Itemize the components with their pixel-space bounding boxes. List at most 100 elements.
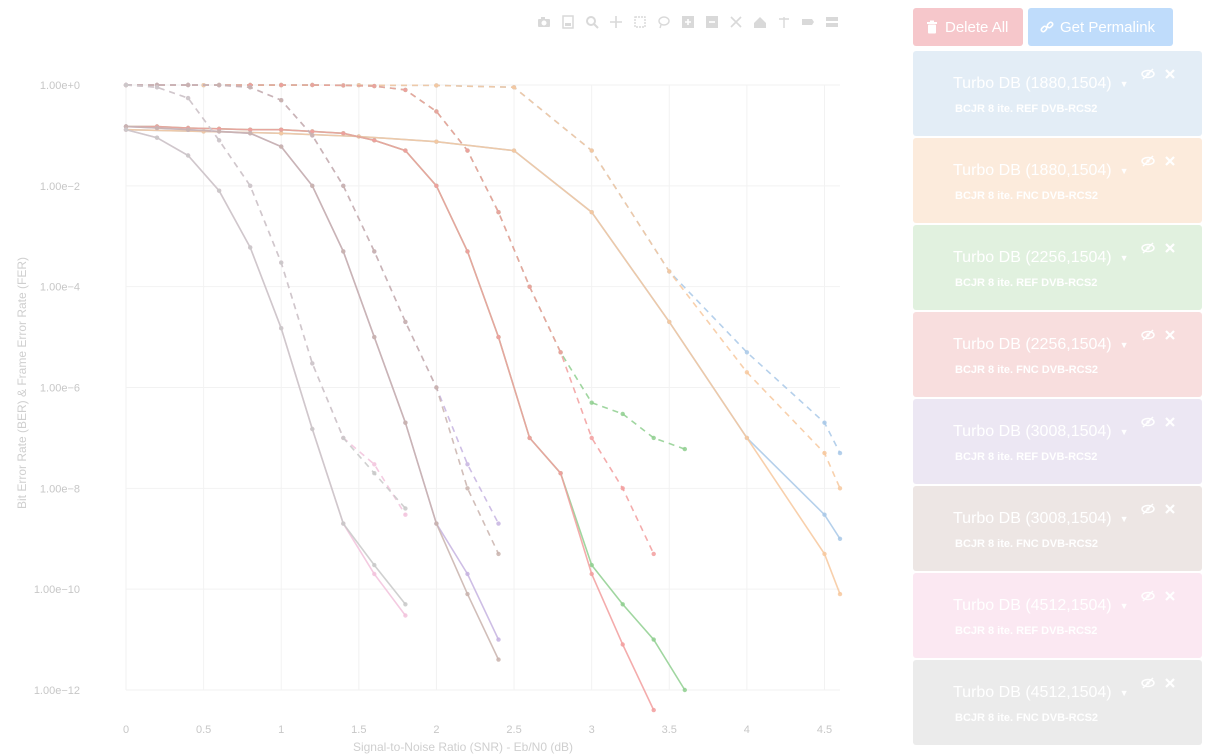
box-select-button[interactable] [632, 14, 648, 30]
ber-data-point[interactable] [310, 129, 315, 134]
ber-data-point[interactable] [527, 435, 532, 441]
fer-data-point[interactable] [837, 450, 843, 456]
ber-data-point[interactable] [403, 420, 408, 425]
fer-data-point[interactable] [372, 249, 377, 254]
get-permalink-button[interactable]: Get Permalink [1028, 8, 1173, 46]
fer-data-point[interactable] [434, 109, 439, 114]
fer-data-point[interactable] [682, 446, 687, 452]
legend-card-title-row[interactable]: Turbo DB (1880,1504) ▼ [953, 162, 1129, 180]
ber-data-point[interactable] [558, 471, 563, 476]
fer-data-point[interactable] [279, 98, 284, 103]
fer-data-point[interactable] [185, 82, 191, 88]
fer-data-point[interactable] [837, 486, 843, 491]
fer-data-point[interactable] [372, 471, 377, 476]
fer-data-point[interactable] [496, 521, 501, 526]
fer-data-point[interactable] [589, 435, 594, 441]
close-icon[interactable] [1163, 67, 1177, 81]
ber-data-point[interactable] [372, 334, 377, 340]
ber-data-point[interactable] [403, 602, 408, 607]
fer-data-point[interactable] [310, 133, 315, 138]
ber-data-point[interactable] [589, 210, 594, 215]
ber-data-point[interactable] [154, 135, 160, 140]
ber-data-point[interactable] [248, 245, 253, 250]
ber-series-line[interactable] [125, 128, 841, 595]
ber-data-point[interactable] [465, 571, 470, 577]
ber-data-point[interactable] [589, 562, 594, 568]
caret-down-icon[interactable]: ▼ [1119, 166, 1129, 176]
save-button[interactable] [560, 14, 576, 30]
series-layer[interactable] [123, 82, 843, 713]
pan-button[interactable] [608, 14, 624, 30]
fer-data-point[interactable] [496, 210, 501, 215]
ber-data-point[interactable] [216, 129, 222, 134]
ber-data-point[interactable] [403, 613, 408, 618]
ber-data-point[interactable] [310, 426, 315, 432]
fer-data-point[interactable] [589, 400, 594, 405]
close-icon[interactable] [1163, 154, 1177, 168]
fer-data-point[interactable] [248, 85, 253, 90]
fer-series-line[interactable] [125, 84, 407, 516]
fer-data-point[interactable] [310, 361, 315, 366]
ber-data-point[interactable] [496, 657, 501, 662]
ber-data-point[interactable] [310, 183, 315, 188]
hover-compare-button[interactable] [824, 14, 840, 30]
zoom-in-button[interactable] [680, 14, 696, 30]
zoom-button[interactable] [584, 14, 600, 30]
close-icon[interactable] [1163, 502, 1177, 516]
camera-button[interactable] [536, 14, 552, 30]
hide-eye-icon[interactable] [1141, 67, 1155, 81]
fer-data-point[interactable] [123, 82, 129, 88]
ber-data-point[interactable] [511, 148, 517, 153]
ber-data-point[interactable] [216, 188, 222, 193]
ber-data-point[interactable] [620, 642, 625, 647]
fer-data-point[interactable] [434, 385, 439, 390]
ber-data-point[interactable] [434, 521, 439, 526]
close-icon[interactable] [1163, 415, 1177, 429]
ber-series-line[interactable] [125, 125, 500, 660]
reset-axes-button[interactable] [752, 14, 768, 30]
fer-data-point[interactable] [620, 411, 625, 417]
legend-card-title-row[interactable]: Turbo DB (2256,1504) ▼ [953, 336, 1129, 354]
fer-data-point[interactable] [744, 370, 750, 375]
hide-eye-icon[interactable] [1141, 154, 1155, 168]
fer-data-point[interactable] [527, 284, 532, 289]
hide-eye-icon[interactable] [1141, 241, 1155, 255]
caret-down-icon[interactable]: ▼ [1119, 253, 1129, 263]
fer-data-point[interactable] [279, 82, 284, 88]
hover-closest-button[interactable] [800, 14, 816, 30]
ber-data-point[interactable] [403, 148, 408, 153]
caret-down-icon[interactable]: ▼ [1119, 427, 1129, 437]
legend-card-title-row[interactable]: Turbo DB (1880,1504) ▼ [953, 75, 1129, 93]
ber-series-line[interactable] [125, 125, 500, 640]
delete-all-button[interactable]: Delete All [913, 8, 1023, 46]
fer-series-line[interactable] [126, 84, 500, 555]
close-icon[interactable] [1163, 676, 1177, 690]
legend-card[interactable]: Turbo DB (4512,1504) ▼ BCJR 8 ite. REF D… [913, 573, 1202, 658]
caret-down-icon[interactable]: ▼ [1119, 79, 1129, 89]
ber-data-point[interactable] [465, 249, 470, 254]
legend-card[interactable]: Turbo DB (3008,1504) ▼ BCJR 8 ite. FNC D… [913, 486, 1202, 571]
fer-data-point[interactable] [403, 319, 408, 325]
ber-data-point[interactable] [822, 551, 827, 557]
caret-down-icon[interactable]: ▼ [1119, 340, 1129, 350]
ber-data-point[interactable] [185, 127, 191, 132]
hide-eye-icon[interactable] [1141, 589, 1155, 603]
ber-data-point[interactable] [154, 125, 160, 131]
ber-data-point[interactable] [589, 571, 594, 577]
fer-data-point[interactable] [651, 551, 656, 557]
fer-data-point[interactable] [465, 148, 470, 153]
ber-data-point[interactable] [744, 435, 750, 441]
fer-data-point[interactable] [372, 83, 377, 89]
ber-series-line[interactable] [125, 128, 407, 616]
legend-card[interactable]: Turbo DB (3008,1504) ▼ BCJR 8 ite. REF D… [913, 399, 1202, 484]
ber-data-point[interactable] [682, 687, 687, 693]
fer-data-point[interactable] [341, 435, 346, 441]
fer-data-point[interactable] [465, 486, 470, 491]
fer-series-line[interactable] [126, 84, 841, 454]
ber-data-point[interactable] [279, 144, 284, 149]
fer-data-point[interactable] [403, 506, 408, 511]
ber-data-point[interactable] [837, 591, 843, 597]
fer-data-point[interactable] [341, 83, 346, 88]
fer-data-point[interactable] [154, 85, 160, 90]
fer-data-point[interactable] [372, 462, 377, 467]
